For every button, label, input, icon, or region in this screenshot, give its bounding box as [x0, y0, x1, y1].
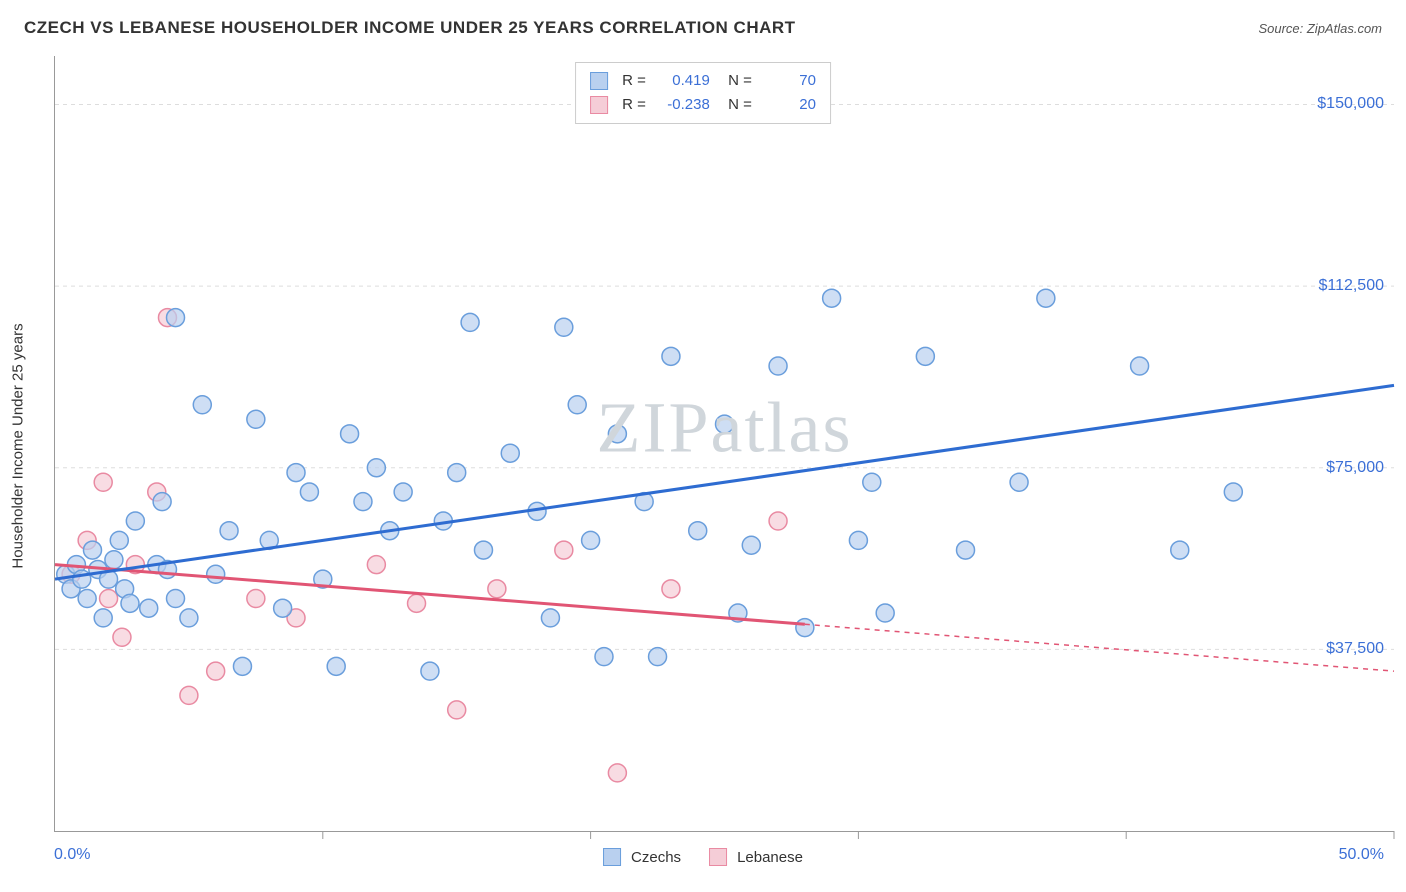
- legend-item-czechs: Czechs: [603, 848, 681, 866]
- swatch-lebanese: [590, 96, 608, 114]
- stats-row-lebanese: R = -0.238 N = 20: [590, 93, 816, 117]
- y-tick-label: $75,000: [1326, 459, 1384, 477]
- stats-row-czechs: R = 0.419 N = 70: [590, 69, 816, 93]
- y-axis-label: Householder Income Under 25 years: [10, 323, 27, 568]
- correlation-stats-box: R = 0.419 N = 70 R = -0.238 N = 20: [575, 62, 831, 124]
- y-tick-label: $112,500: [1318, 277, 1384, 295]
- n-value-czechs: 70: [762, 69, 816, 93]
- chart-title: CZECH VS LEBANESE HOUSEHOLDER INCOME UND…: [24, 18, 796, 38]
- chart-source: Source: ZipAtlas.com: [1258, 21, 1382, 36]
- r-label: R =: [622, 69, 646, 93]
- chart-svg: [55, 56, 1394, 831]
- legend-swatch-czechs: [603, 848, 621, 866]
- n-label: N =: [720, 69, 752, 93]
- legend-label-lebanese: Lebanese: [737, 849, 803, 866]
- legend-swatch-lebanese: [709, 848, 727, 866]
- n-value-lebanese: 20: [762, 93, 816, 117]
- x-axis-max-label: 50.0%: [1339, 846, 1384, 864]
- y-tick-label: $150,000: [1317, 95, 1384, 113]
- swatch-czechs: [590, 72, 608, 90]
- x-axis-min-label: 0.0%: [54, 846, 90, 864]
- r-value-czechs: 0.419: [656, 69, 710, 93]
- chart-plot-area: ZIPatlas $37,500$75,000$112,500$150,000: [54, 56, 1394, 832]
- legend: Czechs Lebanese: [603, 848, 803, 866]
- legend-label-czechs: Czechs: [631, 849, 681, 866]
- r-label: R =: [622, 93, 646, 117]
- r-value-lebanese: -0.238: [656, 93, 710, 117]
- n-label: N =: [720, 93, 752, 117]
- y-tick-label: $37,500: [1326, 640, 1384, 658]
- legend-item-lebanese: Lebanese: [709, 848, 803, 866]
